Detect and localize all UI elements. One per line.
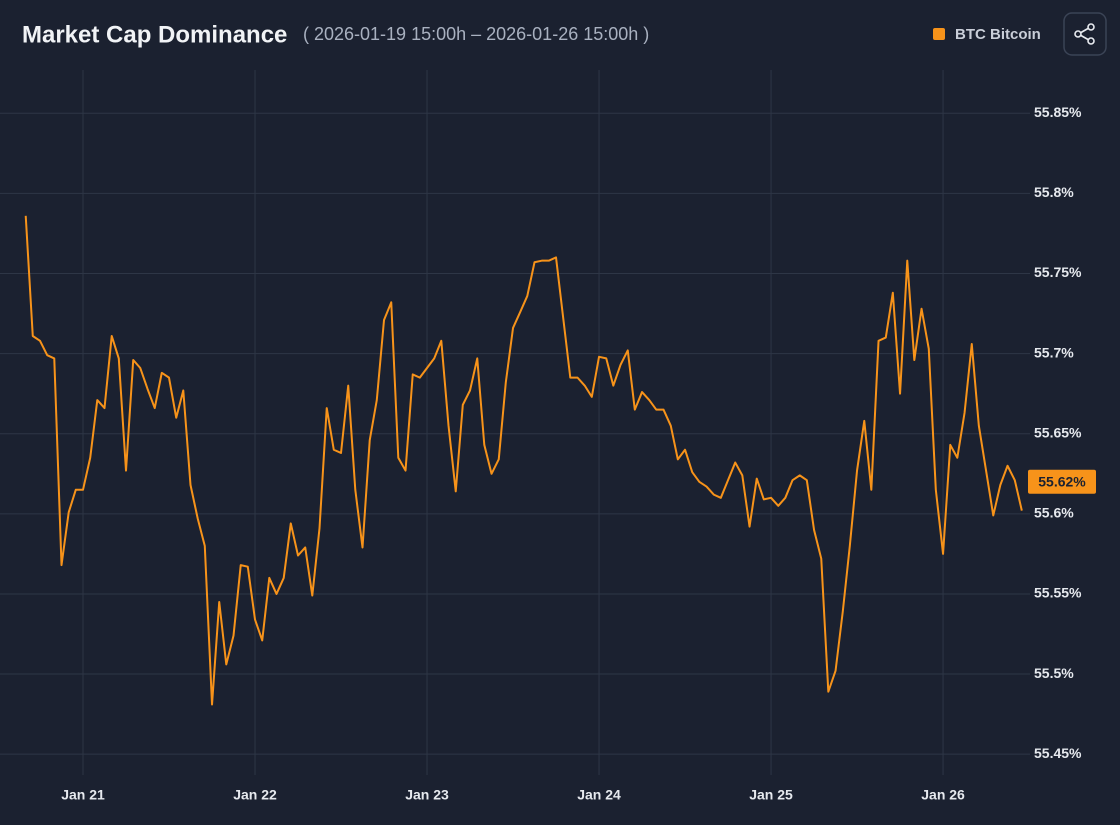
share-icon — [1074, 23, 1095, 45]
x-tick-label: Jan 24 — [577, 787, 621, 803]
x-tick-label: Jan 26 — [921, 787, 965, 803]
y-tick-label: 55.75% — [1034, 264, 1082, 280]
y-tick-label: 55.85% — [1034, 104, 1082, 120]
y-tick-label: 55.65% — [1034, 424, 1082, 440]
x-tick-label: Jan 21 — [61, 787, 105, 803]
data-line — [24, 215, 1023, 706]
x-tick-label: Jan 23 — [405, 787, 449, 803]
chart-title: Market Cap Dominance — [22, 21, 287, 48]
y-tick-label: 55.45% — [1034, 745, 1082, 761]
x-tick-label: Jan 25 — [749, 787, 793, 803]
y-tick-label: 55.8% — [1034, 184, 1074, 200]
chart-subtitle: ( 2026-01-19 15:00h – 2026-01-26 15:00h … — [303, 24, 649, 44]
y-tick-label: 55.5% — [1034, 665, 1074, 681]
y-tick-label: 55.7% — [1034, 344, 1074, 360]
legend-label: BTC Bitcoin — [955, 26, 1041, 43]
y-tick-label: 55.6% — [1034, 505, 1074, 521]
x-tick-label: Jan 22 — [233, 787, 277, 803]
value-badge-label: 55.62% — [1038, 473, 1086, 489]
share-button-frame[interactable] — [1063, 12, 1107, 56]
y-tick-label: 55.55% — [1034, 585, 1082, 601]
legend-swatch — [933, 28, 945, 40]
value-badge — [1028, 469, 1096, 494]
share-button[interactable] — [1063, 12, 1107, 56]
